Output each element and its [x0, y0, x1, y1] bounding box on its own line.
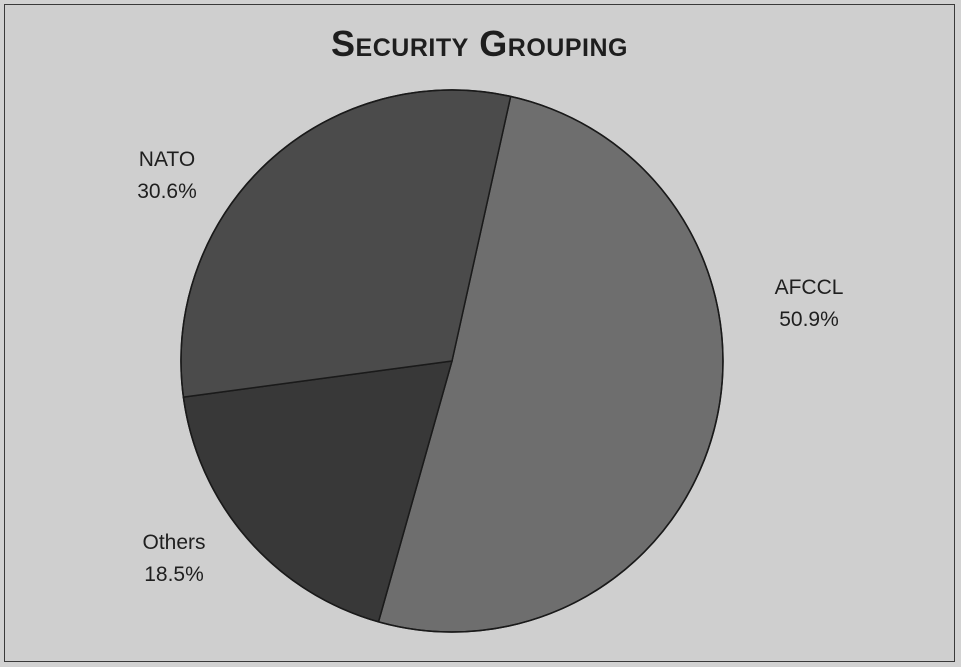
- slice-value-nato: 30.6%: [137, 180, 197, 203]
- slice-value-others: 18.5%: [144, 563, 204, 586]
- pie-slices: [180, 89, 724, 633]
- slice-label-others: Others: [142, 531, 205, 554]
- pie-labels: AFCCL 50.9% Others 18.5% NATO 30.6%: [137, 148, 843, 586]
- slice-label-afccl: AFCCL: [775, 276, 844, 299]
- slice-value-afccl: 50.9%: [779, 308, 839, 331]
- slice-label-nato: NATO: [139, 148, 195, 171]
- chart-title: Security Grouping: [331, 23, 628, 64]
- pie-outline: [180, 89, 724, 633]
